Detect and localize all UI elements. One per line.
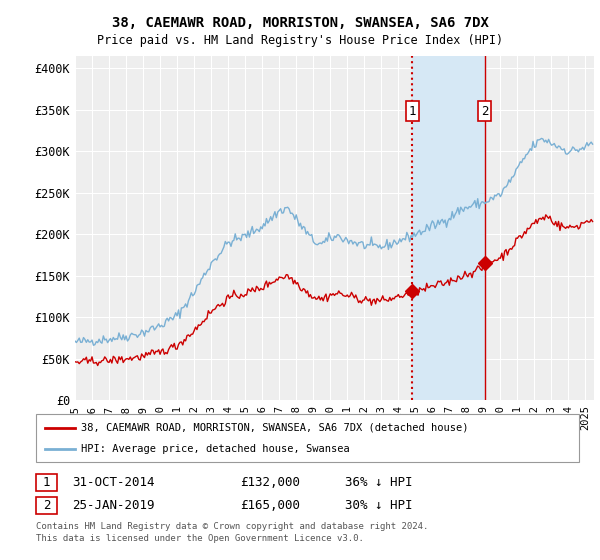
Text: 31-OCT-2014: 31-OCT-2014 <box>72 476 155 489</box>
Text: 2: 2 <box>481 105 488 118</box>
Bar <box>412 56 485 400</box>
Text: 1: 1 <box>43 476 50 489</box>
Text: 36% ↓ HPI: 36% ↓ HPI <box>345 476 413 489</box>
Text: £165,000: £165,000 <box>240 498 300 512</box>
Text: 1: 1 <box>409 105 416 118</box>
Text: 2: 2 <box>43 498 50 512</box>
Text: 30% ↓ HPI: 30% ↓ HPI <box>345 498 413 512</box>
Text: 25-JAN-2019: 25-JAN-2019 <box>72 498 155 512</box>
Text: 38, CAEMAWR ROAD, MORRISTON, SWANSEA, SA6 7DX: 38, CAEMAWR ROAD, MORRISTON, SWANSEA, SA… <box>112 16 488 30</box>
Text: This data is licensed under the Open Government Licence v3.0.: This data is licensed under the Open Gov… <box>36 534 364 543</box>
Text: 38, CAEMAWR ROAD, MORRISTON, SWANSEA, SA6 7DX (detached house): 38, CAEMAWR ROAD, MORRISTON, SWANSEA, SA… <box>81 423 469 433</box>
Text: HPI: Average price, detached house, Swansea: HPI: Average price, detached house, Swan… <box>81 444 350 454</box>
Text: Contains HM Land Registry data © Crown copyright and database right 2024.: Contains HM Land Registry data © Crown c… <box>36 522 428 531</box>
Text: £132,000: £132,000 <box>240 476 300 489</box>
Text: Price paid vs. HM Land Registry's House Price Index (HPI): Price paid vs. HM Land Registry's House … <box>97 34 503 46</box>
